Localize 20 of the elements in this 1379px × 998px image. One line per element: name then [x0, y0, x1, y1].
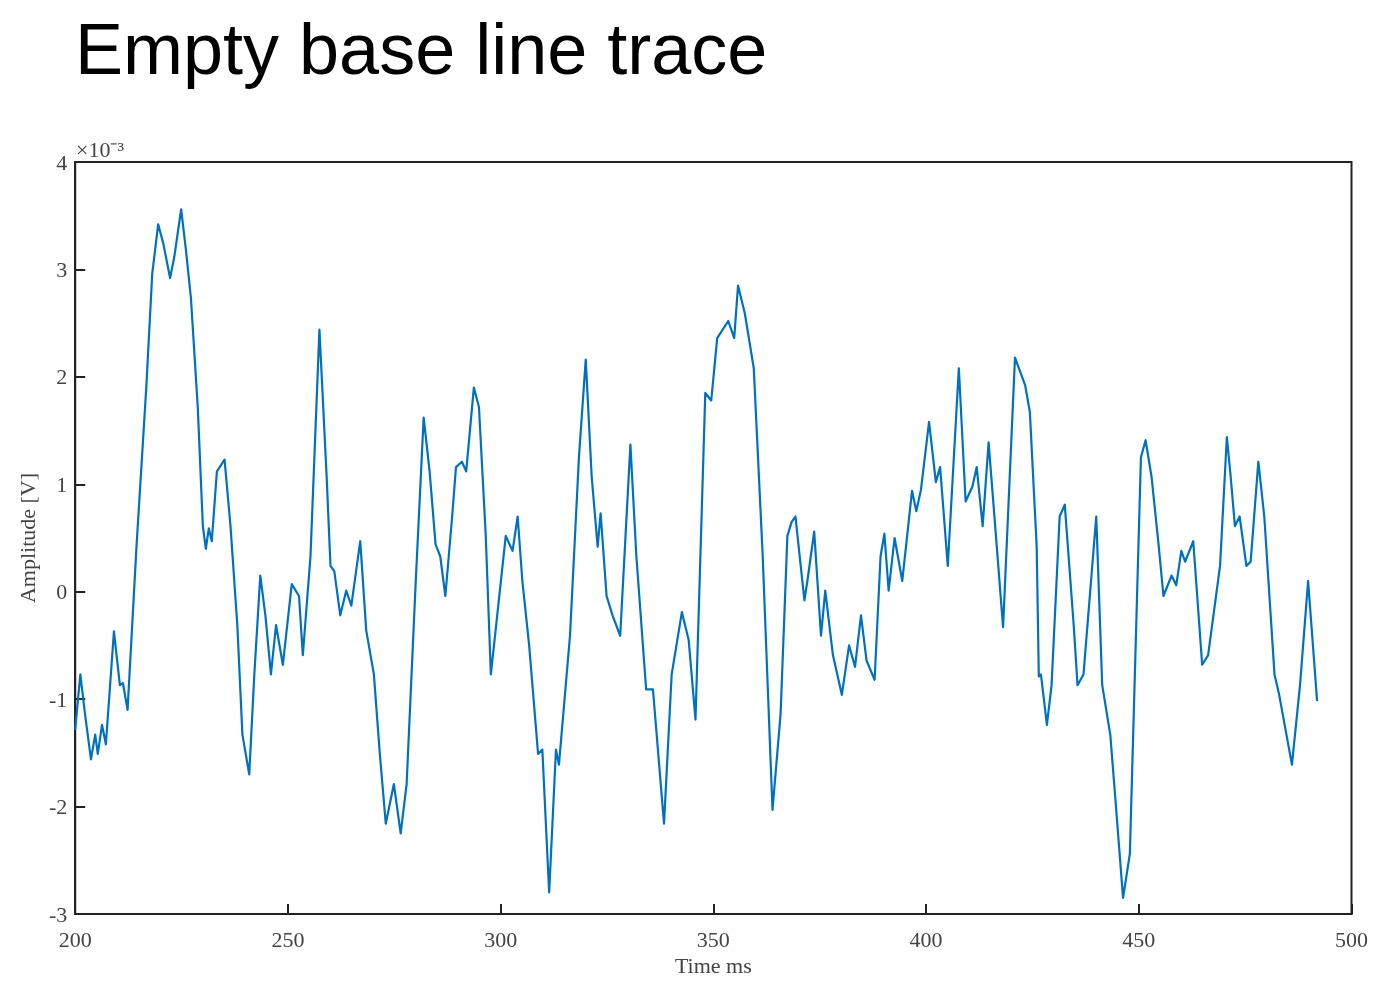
line-series [74, 208, 1319, 899]
y-tick-label: 2 [56, 364, 68, 390]
y-tick-label: -2 [48, 794, 68, 820]
y-tick-label: 0 [56, 579, 68, 605]
y-axis-title: Amplitude [V] [14, 472, 40, 604]
x-tick-label: 300 [484, 926, 518, 952]
x-axis-title: Time ms [674, 953, 752, 979]
x-tick-label: 400 [909, 926, 943, 952]
chart-title: Empty base line trace [75, 9, 768, 89]
x-tick-label: 250 [271, 926, 305, 952]
x-tick-label: 350 [696, 926, 730, 952]
y-tick-label: 3 [56, 256, 68, 282]
y-tick-label: 4 [56, 149, 68, 175]
x-tick-label: 450 [1122, 926, 1156, 952]
text: ×10⁻³ [76, 136, 125, 162]
y-tick-label: -1 [48, 686, 68, 712]
y-tick-label: 1 [56, 471, 68, 497]
x-tick-label: 200 [58, 926, 92, 952]
y-tick-label: -3 [48, 901, 68, 927]
x-tick-label: 500 [1335, 926, 1368, 952]
